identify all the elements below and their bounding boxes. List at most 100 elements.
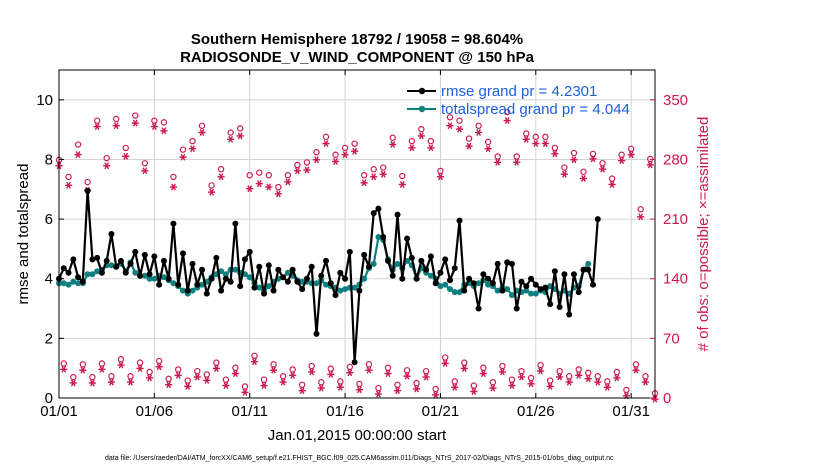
obs-assimilated-point bbox=[274, 190, 282, 198]
obs-possible-point bbox=[627, 145, 635, 152]
obs-possible-point bbox=[489, 379, 497, 386]
obs-possible-point bbox=[60, 360, 67, 367]
obs-assimilated-point bbox=[527, 380, 535, 388]
obs-possible-point bbox=[437, 167, 444, 175]
rmse-point bbox=[303, 275, 310, 282]
obs-possible-point bbox=[389, 134, 396, 141]
obs-possible-point bbox=[174, 366, 182, 373]
obs-assimilated-point bbox=[131, 119, 139, 127]
totalspread-point bbox=[485, 281, 492, 288]
x-tick-label: 01/26 bbox=[517, 403, 555, 420]
obs-possible-point bbox=[236, 125, 244, 132]
totalspread-point bbox=[342, 286, 349, 293]
obs-assimilated-point bbox=[198, 129, 206, 136]
obs-possible-point bbox=[537, 361, 544, 369]
obs-possible-point bbox=[570, 149, 578, 157]
rmse-point bbox=[518, 278, 525, 285]
rmse-point bbox=[294, 278, 301, 285]
obs-assimilated-point bbox=[532, 140, 540, 148]
legend: rmse grand pr = 4.2301 totalspread grand… bbox=[407, 83, 630, 118]
totalspread-point bbox=[84, 271, 91, 278]
obs-assimilated-point bbox=[365, 366, 373, 374]
obs-assimilated-point bbox=[494, 158, 502, 166]
obs-assimilated-point bbox=[422, 373, 430, 381]
rmse-point bbox=[65, 269, 72, 276]
obs-assimilated-point bbox=[193, 373, 201, 381]
totalspread-point bbox=[585, 260, 592, 267]
rmse-point bbox=[165, 275, 172, 282]
y-right-tick-label: 0 bbox=[663, 390, 671, 407]
rmse-point bbox=[556, 304, 563, 311]
obs-possible-point bbox=[313, 148, 320, 156]
totalspread-point bbox=[299, 278, 306, 285]
rmse-point bbox=[146, 271, 153, 278]
rmse-point bbox=[389, 272, 396, 279]
rmse-point bbox=[384, 257, 391, 264]
totalspread-point bbox=[89, 271, 96, 278]
rmse-point bbox=[75, 274, 82, 281]
obs-assimilated-point bbox=[160, 127, 168, 135]
totalspread-point bbox=[179, 287, 186, 294]
obs-assimilated-point bbox=[217, 173, 225, 181]
obs-assimilated-point bbox=[74, 151, 82, 159]
rmse-point bbox=[504, 259, 511, 266]
rmse-point bbox=[151, 253, 158, 260]
obs-assimilated-point bbox=[351, 147, 359, 155]
rmse-point bbox=[103, 257, 110, 264]
rmse-point bbox=[308, 263, 315, 270]
totalspread-point bbox=[75, 280, 82, 287]
y-axis-label: rmse and totalspread bbox=[15, 164, 32, 305]
obs-possible-point bbox=[279, 373, 287, 380]
obs-assimilated-point bbox=[484, 145, 492, 153]
rmse-point bbox=[413, 275, 420, 282]
obs-possible-point bbox=[198, 122, 206, 129]
legend-rmse-marker bbox=[418, 87, 426, 95]
legend-spread-label: totalspread grand pr = 4.044 bbox=[441, 101, 630, 118]
rmse-point bbox=[432, 280, 439, 287]
rmse-point bbox=[89, 256, 96, 263]
obs-possible-point bbox=[399, 172, 406, 180]
rmse-point bbox=[466, 275, 473, 282]
obs-assimilated-point bbox=[641, 378, 650, 386]
obs-assimilated-point bbox=[355, 386, 363, 394]
obs-assimilated-point bbox=[417, 132, 425, 140]
rmse-point bbox=[580, 266, 587, 273]
totalspread-point bbox=[256, 284, 263, 291]
rmse-point bbox=[232, 220, 239, 227]
obs-possible-point bbox=[561, 164, 568, 171]
obs-assimilated-point bbox=[155, 363, 163, 371]
totalspread-point bbox=[146, 275, 153, 282]
obs-assimilated-point bbox=[618, 157, 626, 165]
rmse-point bbox=[332, 292, 339, 299]
obs-possible-point bbox=[241, 383, 249, 390]
totalspread-point bbox=[232, 266, 239, 273]
obs-assimilated-point bbox=[203, 376, 211, 384]
rmse-point bbox=[442, 256, 449, 263]
obs-assimilated-point bbox=[517, 373, 526, 381]
obs-possible-point bbox=[208, 182, 215, 189]
obs-possible-point bbox=[70, 373, 77, 381]
rmse-point bbox=[327, 280, 334, 287]
obs-possible-point bbox=[318, 379, 325, 386]
rmse-point bbox=[227, 278, 234, 285]
totalspread-point bbox=[313, 280, 320, 287]
totalspread-point bbox=[351, 284, 358, 291]
totalspread-point bbox=[508, 292, 515, 299]
obs-assimilated-point bbox=[451, 383, 459, 391]
obs-possible-point bbox=[380, 164, 387, 171]
obs-possible-point bbox=[332, 151, 339, 158]
legend-rmse-label: rmse grand pr = 4.2301 bbox=[441, 83, 597, 100]
obs-assimilated-point bbox=[460, 364, 468, 372]
series-lines bbox=[56, 187, 601, 366]
y-right-tick-label: 70 bbox=[663, 330, 680, 347]
obs-assimilated-point bbox=[317, 384, 325, 392]
obs-possible-point bbox=[251, 352, 258, 360]
rmse-point bbox=[79, 278, 86, 285]
obs-possible-point bbox=[103, 154, 110, 162]
obs-possible-point bbox=[151, 117, 158, 124]
obs-possible-point bbox=[613, 368, 621, 376]
y-tick-label: 0 bbox=[45, 390, 53, 407]
obs-possible-point bbox=[213, 359, 220, 366]
obs-possible-point bbox=[260, 376, 268, 383]
obs-assimilated-point bbox=[556, 373, 564, 381]
